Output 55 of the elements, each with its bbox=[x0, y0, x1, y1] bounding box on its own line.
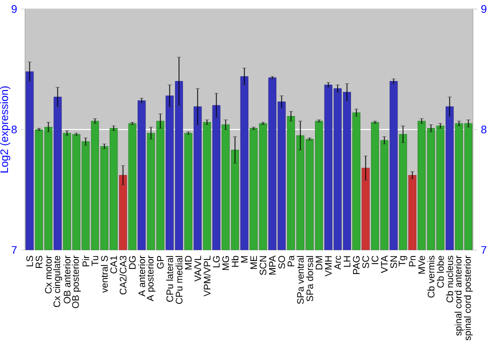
x-tick-label: Pir bbox=[82, 256, 90, 266]
x-tick-label: IC bbox=[372, 256, 378, 264]
x-tick-label: CA2/CA3 bbox=[120, 256, 126, 294]
x-tick-label: LG bbox=[212, 256, 220, 268]
x-tick-label: SC bbox=[362, 256, 370, 268]
x-tick-label: Hb bbox=[232, 256, 238, 267]
x-tick-label: SCN bbox=[260, 256, 266, 275]
x-tick-label: ventral S bbox=[100, 256, 108, 293]
x-tick-label: LH bbox=[344, 256, 350, 267]
x-tick-label: M bbox=[241, 256, 248, 263]
x-tick-label: SPa ventral bbox=[296, 256, 304, 304]
x-tick-label: SO bbox=[278, 256, 286, 269]
x-tick-label: Cb lobe bbox=[436, 256, 444, 288]
x-tick-label: CA1 bbox=[110, 256, 118, 274]
x-tick-label: VPM/VPL bbox=[204, 256, 210, 296]
x-tick-label: Pn bbox=[409, 256, 416, 266]
x-tick-label: spinal cord anterior bbox=[454, 256, 464, 336]
x-tick-label: MPA bbox=[269, 255, 276, 274]
x-tick-label: MD bbox=[185, 256, 192, 270]
x-tick-label: OB anterior bbox=[64, 256, 70, 304]
x-tick-label: PAG bbox=[352, 256, 360, 274]
y-tick-label: 9 bbox=[12, 5, 17, 13]
x-tick-label: MG bbox=[222, 256, 230, 270]
x-tick-label: A posterior bbox=[146, 256, 156, 302]
x-tick-label: DM bbox=[316, 256, 322, 270]
x-tick-label: Arc bbox=[334, 256, 341, 270]
x-tick-label: MVe bbox=[418, 256, 425, 274]
y2-tick-label: 7 bbox=[481, 246, 486, 254]
x-tick-label: OB posterior bbox=[72, 256, 81, 308]
y-tick-label: 7 bbox=[12, 246, 17, 254]
y2-tick-label: 8 bbox=[481, 126, 486, 134]
y-axis-title: Log2 (expression) bbox=[0, 86, 10, 172]
x-tick-label: VA/VL bbox=[194, 256, 202, 282]
x-tick-label: CPu lateral bbox=[166, 256, 174, 302]
x-tick-label: DG bbox=[128, 256, 136, 269]
y-tick-label: 8 bbox=[12, 126, 17, 134]
x-tick-label: Tg bbox=[398, 256, 408, 266]
x-tick-label: Cb nucleus bbox=[446, 256, 454, 302]
x-tick-label: ME bbox=[250, 256, 257, 269]
x-tick-label: RS bbox=[36, 256, 42, 268]
x-tick-label: Cx motor bbox=[44, 256, 52, 294]
x-tick-label: SPa dorsal bbox=[306, 256, 314, 302]
x-tick-label: GP bbox=[156, 256, 164, 269]
x-tick-label: CPu medial bbox=[176, 256, 182, 304]
x-tick-label: Pa bbox=[288, 255, 294, 266]
x-tick-label: SN bbox=[390, 256, 398, 268]
x-tick-label: Cb vermis bbox=[428, 256, 434, 298]
y2-tick-label: 9 bbox=[481, 5, 486, 13]
x-tick-label: spinal cord posterior bbox=[464, 256, 473, 340]
x-tick-label: VMH bbox=[325, 256, 332, 276]
x-tick-label: LS bbox=[26, 256, 34, 266]
x-tick-label: Tu bbox=[92, 256, 98, 266]
x-tick-label: VTA bbox=[381, 255, 388, 274]
x-tick-label: Cx cingulate bbox=[53, 256, 62, 308]
x-tick-label: A anterior bbox=[138, 256, 146, 296]
